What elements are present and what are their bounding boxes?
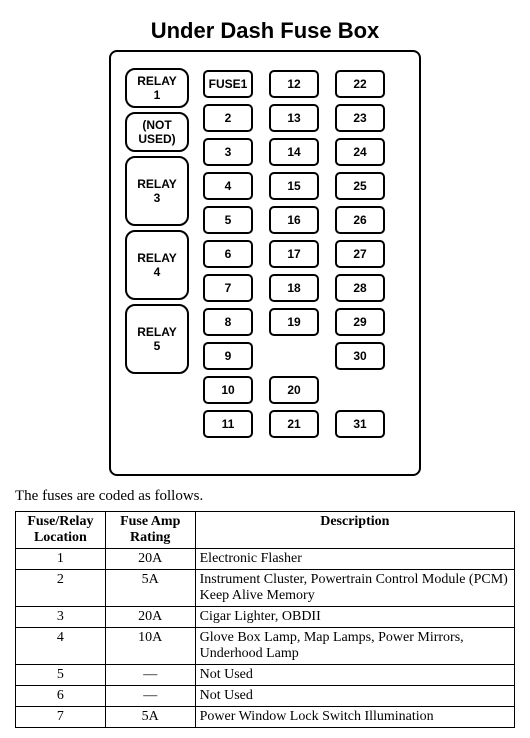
fuse-slot-6: 6 [203, 240, 253, 268]
relay-label-line2: 3 [154, 191, 161, 205]
fuse-slot-22: 22 [335, 70, 385, 98]
relay-label-line2: 1 [154, 88, 161, 102]
fuse-slot-15: 15 [269, 172, 319, 200]
fuse-slot-12: 12 [269, 70, 319, 98]
fuse-slot-24: 24 [335, 138, 385, 166]
cell-amp: — [105, 686, 195, 707]
fuse-slot-29: 29 [335, 308, 385, 336]
relay-label-line1: RELAY [137, 325, 177, 339]
cell-amp: 20A [105, 607, 195, 628]
relay-label-line1: RELAY [137, 74, 177, 88]
cell-location: 6 [16, 686, 106, 707]
cell-amp: 10A [105, 628, 195, 665]
fuse-slot-21: 21 [269, 410, 319, 438]
relay-column: RELAY1(NOTUSED)RELAY3RELAY4RELAY5 [125, 68, 189, 458]
table-row: 410AGlove Box Lamp, Map Lamps, Power Mir… [16, 628, 515, 665]
relay-slot-3: RELAY3 [125, 156, 189, 226]
fuse-slot-20: 20 [269, 376, 319, 404]
fuse-slot-fuse1: FUSE1 [203, 70, 253, 98]
fuse-slot-2: 2 [203, 104, 253, 132]
fusebox-diagram: RELAY1(NOTUSED)RELAY3RELAY4RELAY5 FUSE11… [109, 50, 421, 476]
fuse-slot-9: 9 [203, 342, 253, 370]
table-row: 320ACigar Lighter, OBDII [16, 607, 515, 628]
fuse-slot-27: 27 [335, 240, 385, 268]
relay-slot-2: (NOTUSED) [125, 112, 189, 152]
col-header-description: Description [195, 512, 514, 549]
fuse-slot-17: 17 [269, 240, 319, 268]
relay-slot-4: RELAY4 [125, 230, 189, 300]
fuse-slot-14: 14 [269, 138, 319, 166]
cell-description: Cigar Lighter, OBDII [195, 607, 514, 628]
fuse-slot-18: 18 [269, 274, 319, 302]
fuse-slot-11: 11 [203, 410, 253, 438]
fuse-slot-23: 23 [335, 104, 385, 132]
relay-label-line1: RELAY [137, 177, 177, 191]
col-header-location: Fuse/Relay Location [16, 512, 106, 549]
relay-label-line2: 5 [154, 339, 161, 353]
cell-description: Instrument Cluster, Powertrain Control M… [195, 570, 514, 607]
cell-amp: 20A [105, 549, 195, 570]
relay-label-line1: RELAY [137, 251, 177, 265]
fuse-slot-16: 16 [269, 206, 319, 234]
fuse-slot-19: 19 [269, 308, 319, 336]
cell-amp: — [105, 665, 195, 686]
fuse-slot-7: 7 [203, 274, 253, 302]
table-caption: The fuses are coded as follows. [15, 488, 515, 505]
table-row: 120AElectronic Flasher [16, 549, 515, 570]
table-row: 5—Not Used [16, 665, 515, 686]
fuse-slot-25: 25 [335, 172, 385, 200]
relay-label-line1: (NOT [142, 118, 171, 132]
fuse-empty [269, 342, 319, 370]
fuse-slot-5: 5 [203, 206, 253, 234]
fuse-slot-31: 31 [335, 410, 385, 438]
table-header-row: Fuse/Relay Location Fuse Amp Rating Desc… [16, 512, 515, 549]
fuse-slot-10: 10 [203, 376, 253, 404]
cell-description: Not Used [195, 686, 514, 707]
cell-location: 5 [16, 665, 106, 686]
cell-description: Not Used [195, 665, 514, 686]
page: Under Dash Fuse Box RELAY1(NOTUSED)RELAY… [0, 0, 530, 738]
relay-slot-5: RELAY5 [125, 304, 189, 374]
page-title: Under Dash Fuse Box [15, 18, 515, 44]
fuse-table: Fuse/Relay Location Fuse Amp Rating Desc… [15, 511, 515, 728]
fuse-slot-28: 28 [335, 274, 385, 302]
cell-description: Power Window Lock Switch Illumination [195, 707, 514, 728]
table-row: 75APower Window Lock Switch Illumination [16, 707, 515, 728]
cell-location: 3 [16, 607, 106, 628]
cell-amp: 5A [105, 570, 195, 607]
col-header-amp: Fuse Amp Rating [105, 512, 195, 549]
fuse-slot-3: 3 [203, 138, 253, 166]
relay-slot-1: RELAY1 [125, 68, 189, 108]
table-row: 25AInstrument Cluster, Powertrain Contro… [16, 570, 515, 607]
fuse-slot-8: 8 [203, 308, 253, 336]
cell-location: 7 [16, 707, 106, 728]
fuse-slot-13: 13 [269, 104, 319, 132]
cell-description: Electronic Flasher [195, 549, 514, 570]
cell-location: 1 [16, 549, 106, 570]
fusebox-grid: RELAY1(NOTUSED)RELAY3RELAY4RELAY5 FUSE11… [125, 68, 407, 458]
fuse-slot-26: 26 [335, 206, 385, 234]
relay-label-line2: 4 [154, 265, 161, 279]
cell-location: 4 [16, 628, 106, 665]
fuse-empty [335, 376, 385, 404]
fuse-grid: FUSE112222132331424415255162661727718288… [203, 68, 407, 458]
cell-location: 2 [16, 570, 106, 607]
table-row: 6—Not Used [16, 686, 515, 707]
cell-description: Glove Box Lamp, Map Lamps, Power Mirrors… [195, 628, 514, 665]
fuse-table-body: 120AElectronic Flasher25AInstrument Clus… [16, 549, 515, 728]
cell-amp: 5A [105, 707, 195, 728]
fuse-slot-30: 30 [335, 342, 385, 370]
relay-label-line2: USED) [138, 132, 175, 146]
fuse-slot-4: 4 [203, 172, 253, 200]
